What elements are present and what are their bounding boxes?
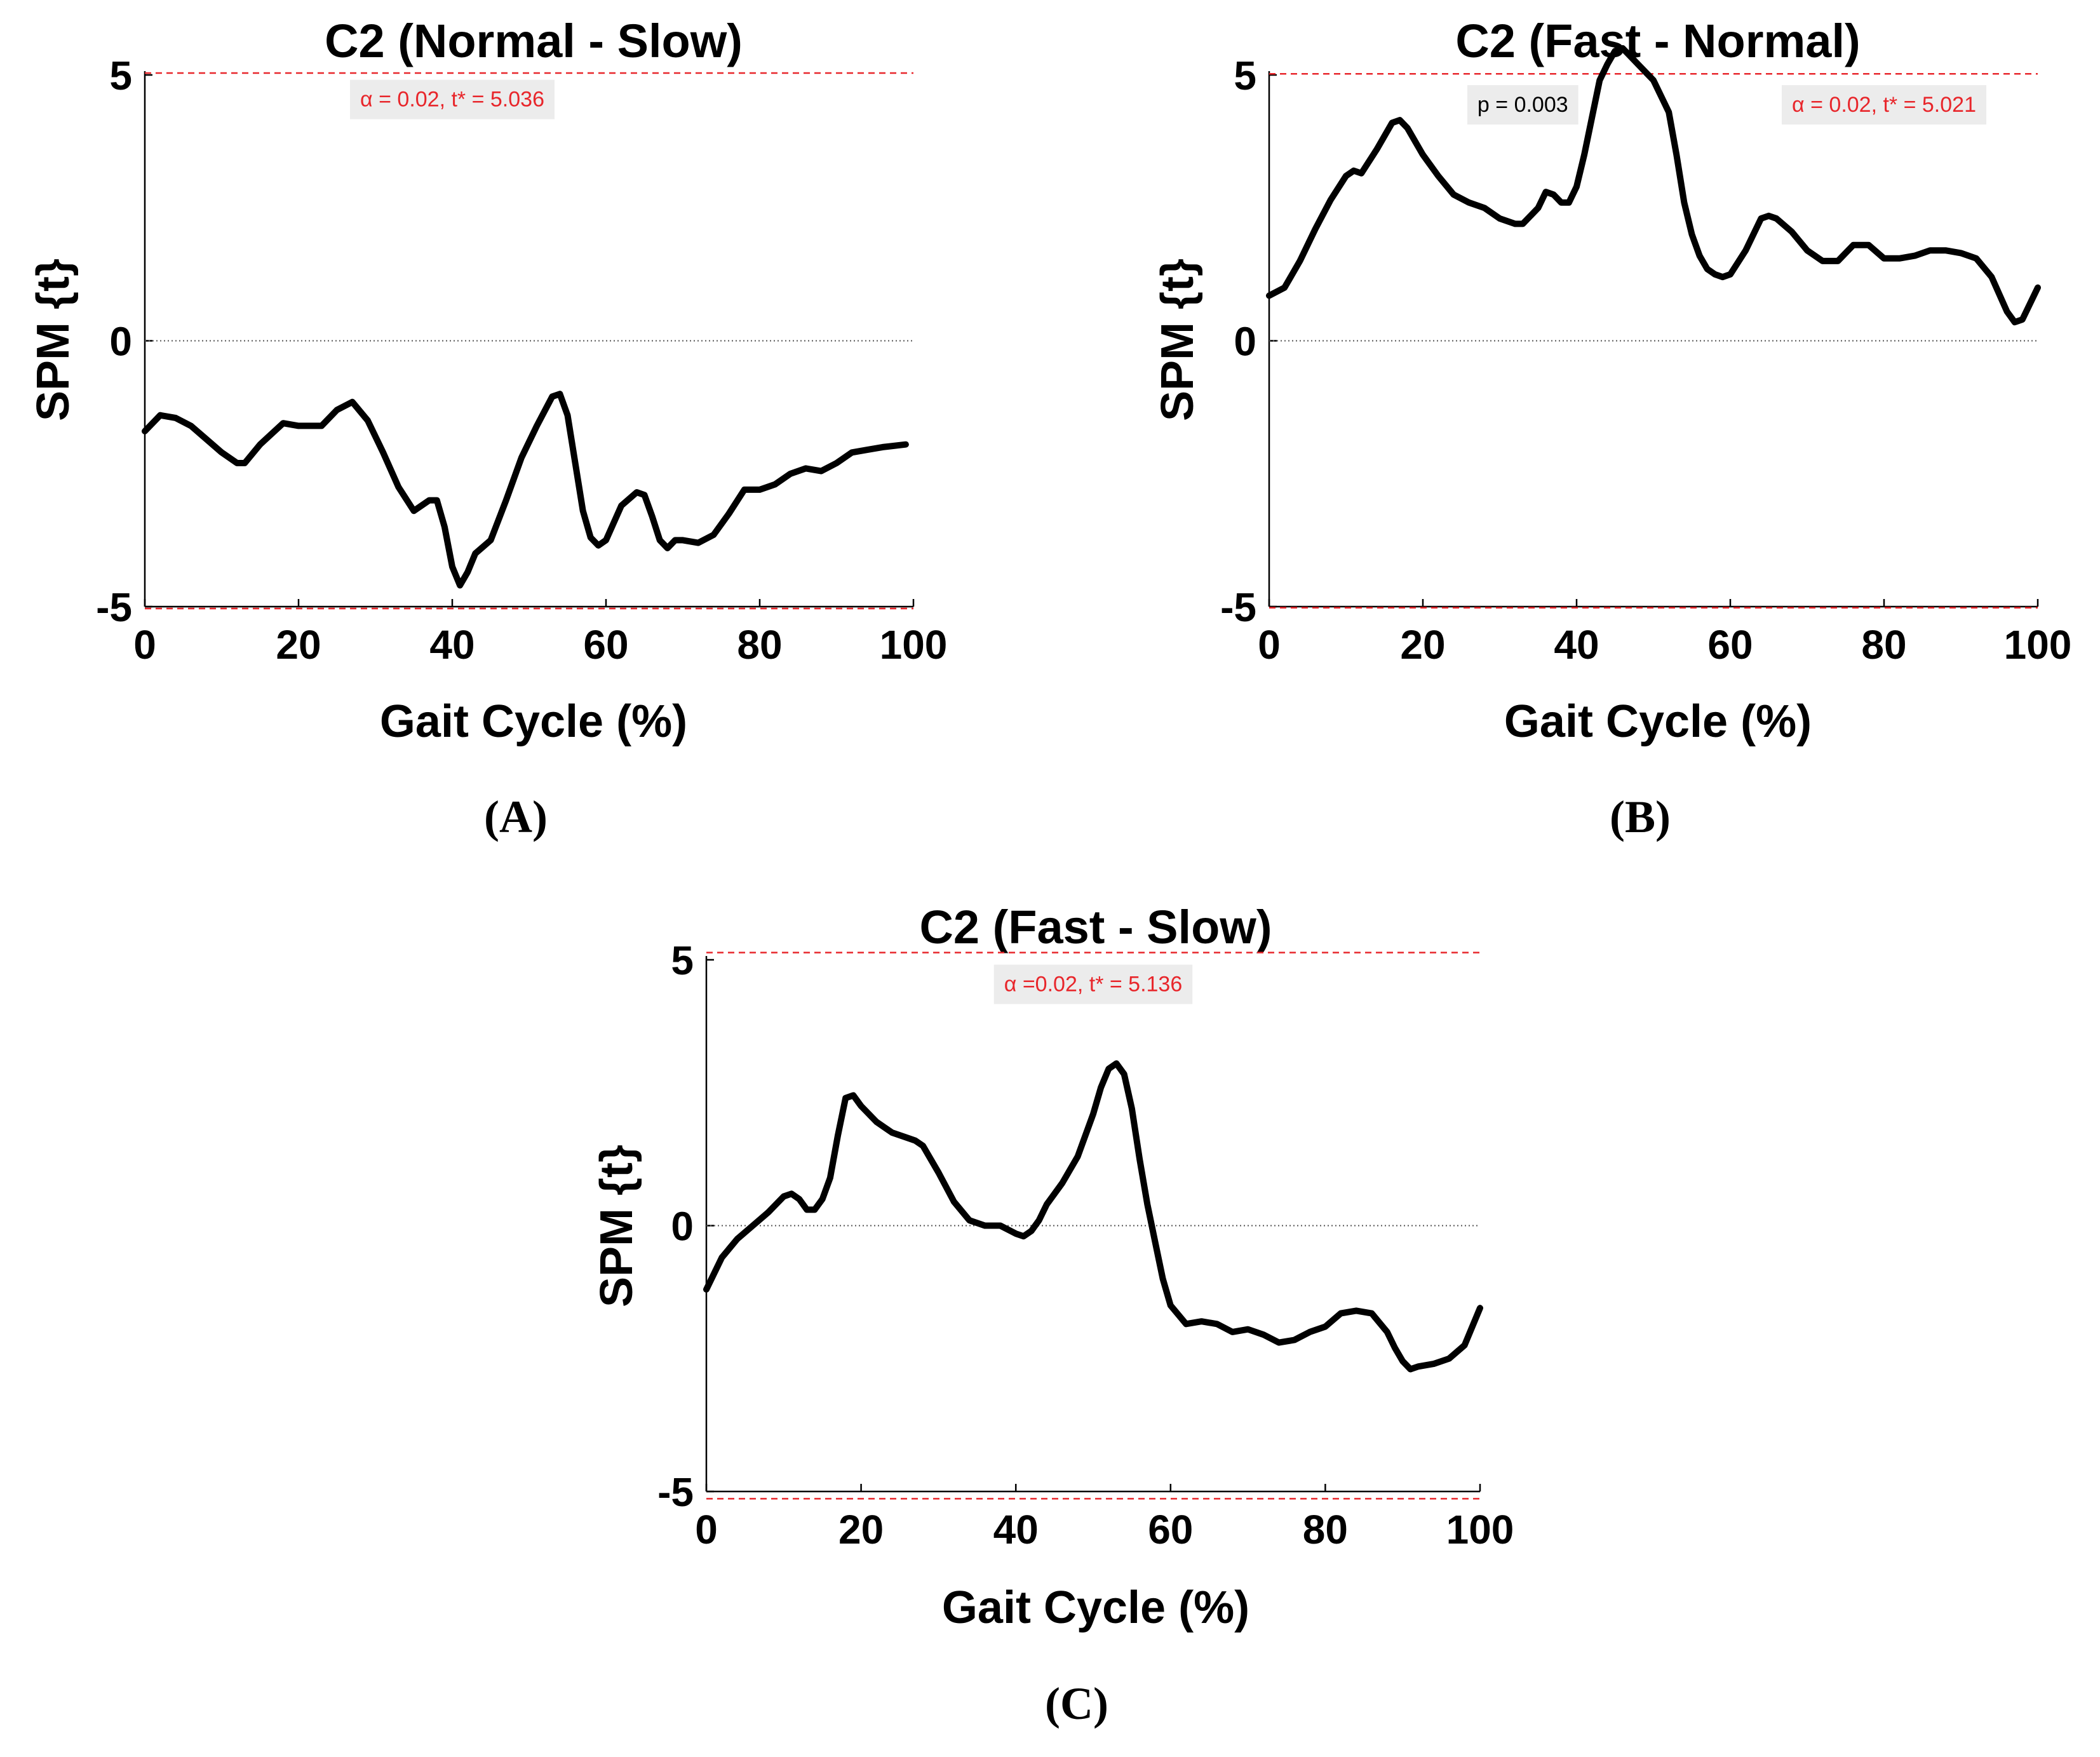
panel-a-title: C2 (Normal - Slow) [325, 15, 743, 67]
panel-c-x-tick-label: 80 [1303, 1507, 1348, 1552]
panel-a-x-tick-label: 60 [583, 622, 628, 668]
panel-b-x-tick-label: 40 [1554, 622, 1599, 668]
panel-c-x-tick-label: 40 [993, 1507, 1039, 1552]
panel-b-y-tick-label: 5 [1234, 53, 1256, 98]
panel-b-y-tick-label: -5 [1220, 584, 1256, 630]
panel-a: C2 (Normal - Slow) SPM {t} Gait Cycle (%… [28, 15, 947, 842]
panel-b-spm-curve [1266, 45, 2041, 326]
panel-c-annotation-text: α =0.02, t* = 5.136 [1004, 973, 1183, 997]
panel-b-annotation-text: α = 0.02, t* = 5.021 [1792, 93, 1976, 117]
panel-c-x-tick-label: 0 [695, 1507, 718, 1552]
panel-b-letter: (B) [1610, 791, 1671, 842]
panel-c-annotation-box [993, 964, 1193, 1004]
panel-a-annotation-box [350, 79, 555, 119]
panel-b-x-tick-label: 20 [1400, 622, 1445, 668]
panel-c-ylabel: SPM {t} [591, 1145, 642, 1307]
panel-b-annotation-text: p = 0.003 [1477, 93, 1568, 117]
panel-b-y-tick-label: 0 [1234, 319, 1256, 365]
panel-a-ylabel: SPM {t} [28, 259, 79, 421]
panel-b-x-tick-label: 80 [1861, 622, 1906, 668]
panel-c-letter: (C) [1045, 1678, 1108, 1729]
panel-b-x-tick-label: 60 [1707, 622, 1753, 668]
panel-a-y-tick-label: 5 [109, 53, 132, 98]
panel-b-x-tick-label: 100 [2004, 622, 2072, 668]
panel-a-x-tick-label: 100 [880, 622, 948, 668]
panel-c-y-tick-label: 5 [671, 938, 694, 983]
panel-c-x-tick-label: 20 [838, 1507, 884, 1552]
panel-a-spm-curve [142, 391, 909, 589]
panel-a-y-tick-label: -5 [96, 584, 132, 630]
panel-c-x-tick-label: 60 [1148, 1507, 1193, 1552]
panel-c: C2 (Fast - Slow) SPM {t} Gait Cycle (%) … [591, 901, 1514, 1729]
panel-c-title: C2 (Fast - Slow) [919, 901, 1272, 953]
panel-b: C2 (Fast - Normal) SPM {t} Gait Cycle (%… [1152, 15, 2071, 842]
panel-a-x-tick-label: 80 [737, 622, 782, 668]
panel-c-spm-curve [703, 1060, 1483, 1373]
panel-b-x-tick-label: 0 [1258, 622, 1281, 668]
panel-c-y-tick-label: -5 [657, 1469, 694, 1515]
panel-b-xlabel: Gait Cycle (%) [1504, 696, 1812, 747]
panel-b-title: C2 (Fast - Normal) [1455, 15, 1860, 67]
panel-b-ylabel: SPM {t} [1152, 259, 1203, 421]
panel-c-xlabel: Gait Cycle (%) [942, 1582, 1249, 1633]
panel-c-y-tick-label: 0 [671, 1204, 694, 1249]
panel-a-xlabel: Gait Cycle (%) [380, 696, 687, 747]
panel-c-x-tick-label: 100 [1446, 1507, 1514, 1552]
panel-a-letter: (A) [484, 791, 548, 842]
panel-a-x-tick-label: 40 [429, 622, 475, 668]
panel-a-x-tick-label: 20 [276, 622, 321, 668]
panel-b-annotation-box [1782, 85, 1986, 125]
panel-a-y-tick-label: 0 [109, 319, 132, 365]
panel-a-x-tick-label: 0 [133, 622, 156, 668]
panel-b-annotation-box [1467, 85, 1578, 125]
panel-a-annotation-text: α = 0.02, t* = 5.036 [360, 88, 544, 112]
